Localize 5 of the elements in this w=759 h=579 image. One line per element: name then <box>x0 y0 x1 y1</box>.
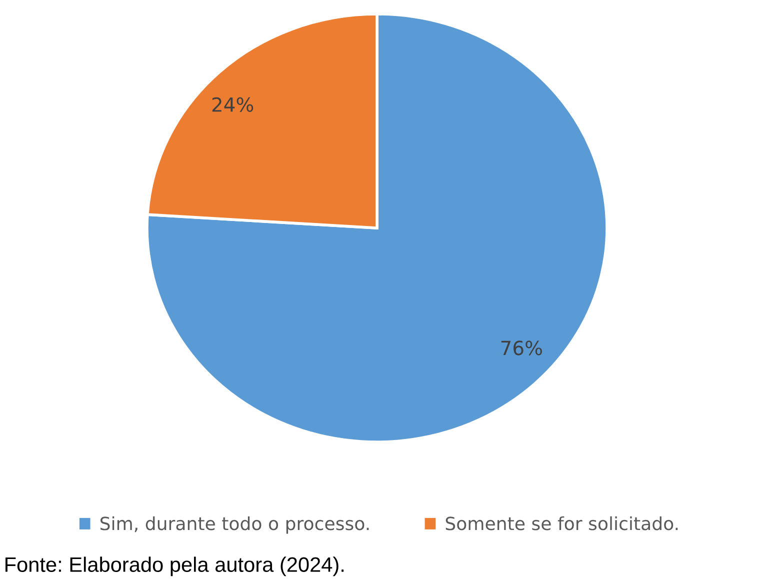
data-label: 24% <box>212 97 254 112</box>
data-label: 76% <box>501 340 542 356</box>
legend-label: Sim, durante todo o processo. <box>100 516 369 534</box>
legend-label: Somente se for solicitado. <box>446 516 678 530</box>
source-note: Fonte: Elaborado pela autora (2024). <box>6 556 344 576</box>
